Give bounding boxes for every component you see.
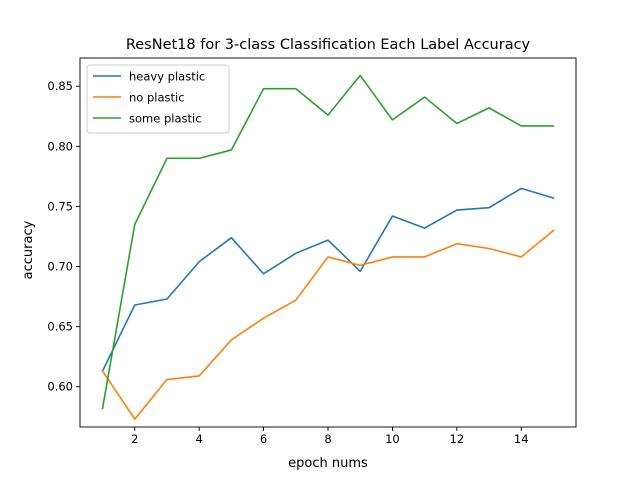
x-tick-label: 6 <box>260 432 267 446</box>
y-tick-label: 0.65 <box>47 320 73 334</box>
x-tick-label: 14 <box>514 432 529 446</box>
chart-title: ResNet18 for 3-class Classification Each… <box>126 37 531 53</box>
legend-label: no plastic <box>129 91 185 105</box>
y-axis-label: accuracy <box>21 220 36 279</box>
x-tick-label: 2 <box>131 432 138 446</box>
legend: heavy plastic no plastic some plastic <box>86 64 230 134</box>
series-line-some-plastic <box>101 74 555 410</box>
x-tick-label: 10 <box>385 432 400 446</box>
series-line-heavy-plastic <box>101 187 555 373</box>
y-tick-label: 0.70 <box>47 260 73 274</box>
legend-label: some plastic <box>129 112 202 126</box>
y-tick-label: 0.85 <box>47 79 73 93</box>
x-tick-label: 12 <box>450 432 465 446</box>
y-tick-label: 0.75 <box>47 199 73 213</box>
y-tick-label: 0.60 <box>47 380 73 394</box>
legend-label: heavy plastic <box>129 70 205 84</box>
y-tick-label: 0.80 <box>47 139 73 153</box>
plot-area: 2 4 6 8 10 12 14 0.60 0.65 0.70 0.75 0.80 0.85 <box>47 57 577 446</box>
x-tick-label: 4 <box>196 432 203 446</box>
series-line-no-plastic <box>101 229 555 420</box>
x-tick-label: 8 <box>324 432 331 446</box>
legend-box <box>86 64 230 134</box>
x-axis-label: epoch nums <box>288 456 368 471</box>
